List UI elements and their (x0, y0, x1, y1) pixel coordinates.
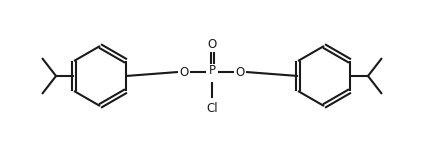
Text: P: P (209, 64, 215, 78)
Text: O: O (179, 66, 189, 78)
Text: O: O (207, 38, 217, 52)
Text: O: O (235, 66, 245, 78)
Text: Cl: Cl (206, 102, 218, 114)
